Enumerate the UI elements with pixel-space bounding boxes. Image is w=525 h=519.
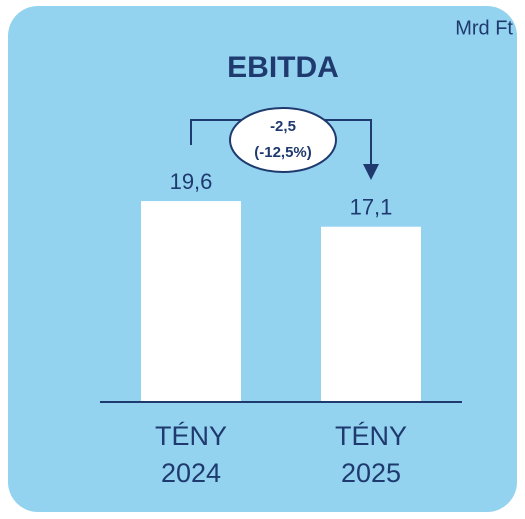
bar [321, 226, 421, 402]
change-bubble [229, 107, 337, 173]
value-label: 17,1 [350, 195, 393, 220]
bar [141, 201, 241, 402]
x-tick-label: TÉNY 2025 [334, 421, 407, 488]
change-percent: (-12,5%) [254, 144, 312, 161]
unit-label: Mrd Ft [455, 17, 513, 39]
value-label: 19,6 [170, 169, 213, 194]
change-value: -2,5 [270, 118, 296, 135]
x-tick-label: TÉNY 2024 [154, 421, 227, 488]
chart-title: EBITDA [227, 51, 339, 84]
bars [141, 201, 421, 402]
arrow-head [363, 164, 379, 180]
